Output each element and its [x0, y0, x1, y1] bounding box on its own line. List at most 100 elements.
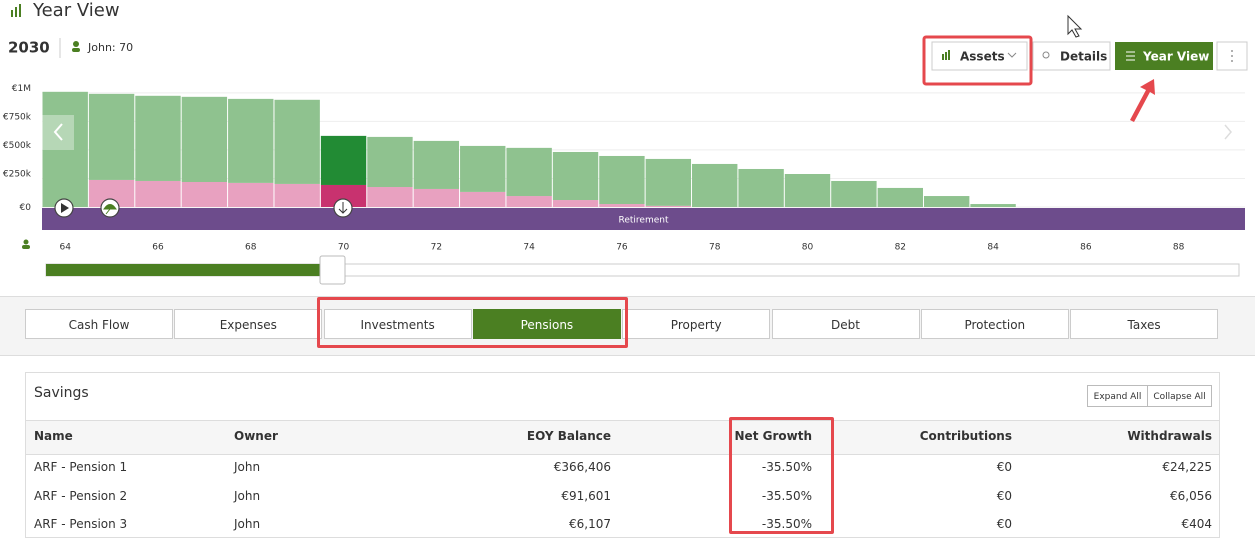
column-header: EOY Balance	[526, 429, 611, 443]
bar-segment	[274, 99, 320, 184]
table-cell: €0	[996, 517, 1012, 531]
details-label: Details	[1060, 50, 1107, 64]
column-header: Net Growth	[734, 429, 812, 443]
tab[interactable]: Cash Flow	[25, 309, 173, 339]
bar-segment	[413, 188, 460, 207]
play-icon	[61, 203, 69, 213]
x-tick-label: 88	[1173, 243, 1185, 253]
x-tick-label: 70	[338, 243, 350, 253]
bar-segment	[135, 180, 181, 207]
annotation-arrow	[1130, 79, 1155, 122]
bar-segment	[831, 180, 877, 207]
bar-segment	[228, 182, 274, 207]
bar-segment	[88, 93, 135, 180]
table-cell: John	[234, 460, 261, 474]
x-tick-label: 86	[1080, 243, 1092, 253]
bar-segment	[274, 183, 320, 207]
tab[interactable]: Property	[622, 309, 771, 339]
bar-segment	[181, 96, 228, 182]
bar-segment	[367, 187, 413, 207]
year: 2030	[8, 39, 50, 57]
x-tick-label: 80	[802, 243, 814, 253]
x-tick-label: 82	[895, 243, 906, 253]
tab[interactable]: Pensions	[472, 309, 621, 339]
y-tick-label: €250k	[3, 170, 32, 180]
bar-segment	[692, 163, 738, 207]
more-icon	[1231, 50, 1233, 62]
next-arrow[interactable]	[1224, 124, 1232, 140]
annotation-box	[922, 35, 1033, 86]
plot: €0 €250k €500k €750k €1M Retirement 64 66 68 70 72…	[3, 84, 1245, 253]
column-header: Owner	[234, 429, 278, 443]
assets-icon	[942, 50, 950, 60]
bar-segment	[135, 95, 181, 181]
details-button[interactable]	[1032, 41, 1111, 71]
bar-segment	[460, 191, 506, 207]
bar-segment	[877, 187, 923, 207]
table-cell: John	[234, 488, 261, 503]
prev-arrow	[53, 123, 63, 141]
annotation-box	[317, 297, 628, 348]
table-cell: -35.50%	[761, 517, 812, 531]
tab[interactable]: Protection	[920, 309, 1069, 339]
bar-segment	[738, 168, 784, 207]
axis-person-icon	[22, 239, 30, 249]
tab[interactable]: Taxes	[1070, 309, 1219, 339]
x-tick-label: 76	[616, 243, 628, 253]
table-cell: €24,225	[1162, 460, 1212, 474]
expand-all-button[interactable]: Expand All	[1087, 385, 1148, 407]
bar-segment	[923, 196, 970, 207]
bar-segment	[228, 98, 274, 183]
cursor	[1067, 14, 1083, 38]
bar-segment	[506, 196, 552, 207]
x-tick-label: 68	[245, 243, 257, 253]
person-icon	[72, 41, 80, 52]
table-cell: €91,601	[561, 488, 611, 503]
collapse-all-button[interactable]: Collapse All	[1147, 385, 1212, 407]
chart-area: Year View 2030 John: 70 Assets Details Y…	[3, 0, 1248, 285]
table-cell: €366,406	[553, 460, 611, 474]
table-cell: €6,056	[1170, 488, 1212, 503]
table-cell: €6,107	[569, 517, 611, 531]
tab[interactable]: Debt	[771, 309, 920, 339]
search-icon	[1042, 51, 1050, 59]
table-cell: €0	[996, 460, 1012, 474]
column-header: Name	[34, 429, 73, 443]
bar-segment	[367, 136, 413, 188]
y-tick-label: €750k	[3, 113, 32, 123]
table-cell: ARF - Pension 1	[34, 460, 128, 474]
tab[interactable]: Expenses	[174, 309, 323, 339]
x-tick-label: 74	[523, 243, 535, 253]
tab[interactable]: Investments	[323, 309, 472, 339]
bar-segment	[460, 145, 506, 192]
band-label: Retirement	[619, 216, 669, 226]
slider-handle[interactable]	[319, 255, 346, 285]
y-tick-label: €1M	[12, 84, 31, 94]
table-cell: John	[234, 517, 261, 531]
table-cell: €404	[1181, 517, 1212, 531]
table-header	[26, 420, 1219, 455]
table-cell: -35.50%	[761, 488, 812, 503]
bar-segment	[413, 140, 460, 189]
bar-segment	[320, 135, 367, 185]
bar-segment	[784, 174, 831, 207]
x-tick-label: 64	[59, 243, 71, 253]
table-cell: €0	[996, 488, 1012, 503]
dropdown-caret	[1007, 52, 1017, 58]
table-cell: ARF - Pension 3	[34, 517, 128, 531]
bar-segment	[320, 184, 367, 207]
y-tick-label: €0	[20, 203, 32, 213]
bar-segment	[181, 181, 228, 207]
bar-segment	[970, 204, 1016, 207]
umbrella-icon	[103, 204, 117, 215]
page-title: Year View	[32, 0, 120, 21]
down-icon	[338, 202, 348, 214]
y-tick-label: €500k	[3, 141, 32, 151]
year-view-label: Year View	[1142, 50, 1209, 64]
assets-label: Assets	[960, 50, 1005, 64]
prev-button[interactable]	[42, 115, 74, 150]
bar-segment	[645, 158, 692, 206]
bar-segment	[645, 205, 692, 207]
bar-segment	[42, 91, 88, 207]
list-icon	[1126, 51, 1135, 61]
